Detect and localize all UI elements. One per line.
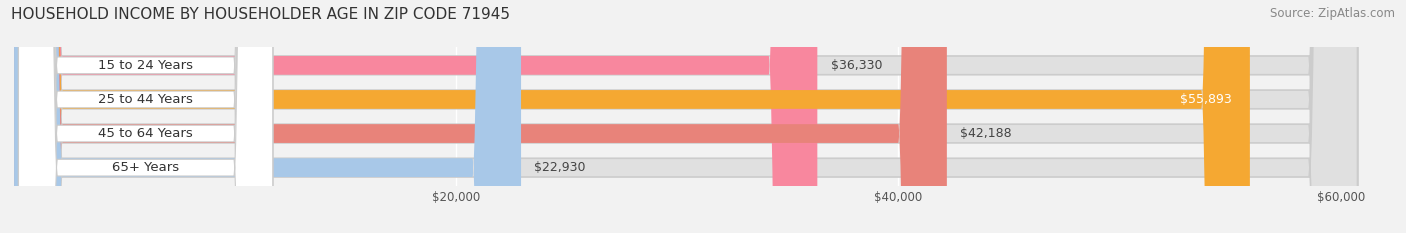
FancyBboxPatch shape <box>14 0 946 233</box>
FancyBboxPatch shape <box>14 0 1358 233</box>
Text: $22,930: $22,930 <box>534 161 586 174</box>
Text: HOUSEHOLD INCOME BY HOUSEHOLDER AGE IN ZIP CODE 71945: HOUSEHOLD INCOME BY HOUSEHOLDER AGE IN Z… <box>11 7 510 22</box>
Text: $42,188: $42,188 <box>960 127 1012 140</box>
FancyBboxPatch shape <box>14 0 817 233</box>
Text: 25 to 44 Years: 25 to 44 Years <box>98 93 193 106</box>
FancyBboxPatch shape <box>18 0 273 233</box>
FancyBboxPatch shape <box>14 0 1358 233</box>
Text: $55,893: $55,893 <box>1181 93 1232 106</box>
FancyBboxPatch shape <box>14 0 1358 233</box>
FancyBboxPatch shape <box>14 0 1250 233</box>
Text: 65+ Years: 65+ Years <box>112 161 179 174</box>
Text: $36,330: $36,330 <box>831 59 882 72</box>
FancyBboxPatch shape <box>18 0 273 233</box>
FancyBboxPatch shape <box>18 0 273 233</box>
FancyBboxPatch shape <box>18 0 273 233</box>
FancyBboxPatch shape <box>14 0 522 233</box>
Text: Source: ZipAtlas.com: Source: ZipAtlas.com <box>1270 7 1395 20</box>
Text: 45 to 64 Years: 45 to 64 Years <box>98 127 193 140</box>
Text: 15 to 24 Years: 15 to 24 Years <box>98 59 193 72</box>
FancyBboxPatch shape <box>14 0 1358 233</box>
